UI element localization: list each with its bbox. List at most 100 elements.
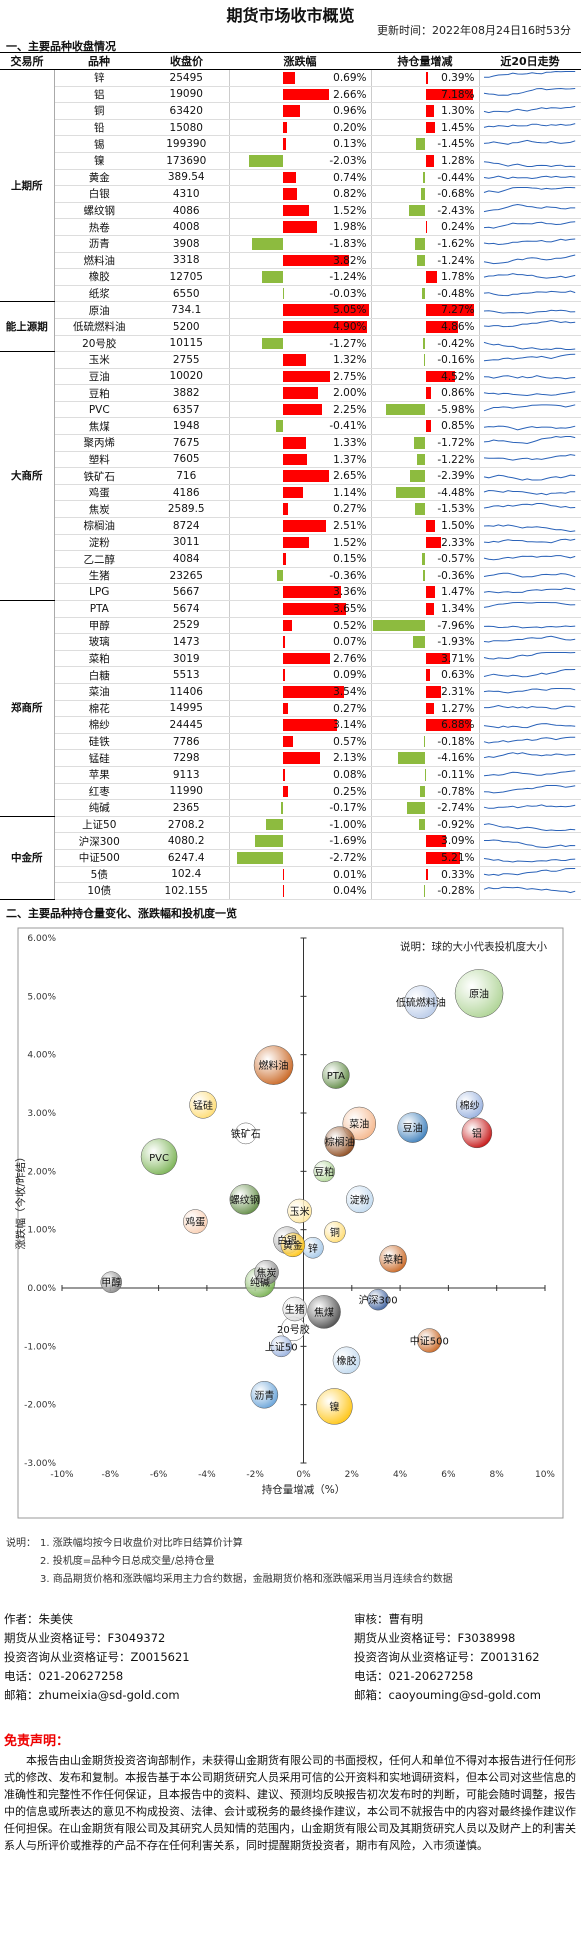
trend-sparkline-cell <box>478 484 581 502</box>
bubble-label: 低硫燃料油 <box>396 996 446 1009</box>
close-price: 5200 <box>144 318 229 336</box>
bubble-4 <box>189 1091 217 1119</box>
trend-sparkline <box>483 254 575 264</box>
trend-sparkline-cell <box>478 799 581 817</box>
table-row: PVC 6357 2.25% -5.98% <box>0 401 581 419</box>
close-price: 3908 <box>144 235 229 253</box>
oi-change-value: -0.57% <box>437 553 475 566</box>
page-title: 期货市场收市概览 <box>226 6 355 25</box>
table-row: 硅铁 7786 0.57% -0.18% <box>0 733 581 751</box>
bubble-8 <box>461 1117 493 1149</box>
x-tick-label: 8% <box>490 1470 505 1480</box>
change-cell: 0.07% <box>228 633 371 651</box>
close-price: 3011 <box>144 534 229 552</box>
oi-change-cell: -0.92% <box>370 816 479 834</box>
close-price: 6357 <box>144 401 229 419</box>
close-price: 3318 <box>144 252 229 270</box>
oi-change-bar <box>425 835 446 847</box>
change-bar <box>283 520 327 532</box>
close-price: 8724 <box>144 517 229 535</box>
change-cell: 0.01% <box>228 866 371 884</box>
change-bar <box>254 835 284 847</box>
oi-change-value: -1.53% <box>437 503 475 516</box>
trend-sparkline-cell <box>478 783 581 801</box>
change-cell: 5.05% <box>228 301 371 319</box>
change-value: -1.00% <box>329 818 367 831</box>
change-value: 1.98% <box>333 221 367 234</box>
quote-table-body: 上期所锌 25495 0.69% 0.39% 铝 19090 2.66% 7.18% 铜 6342… <box>0 69 581 900</box>
author-license: 期货从业资格证号：F3049372 <box>4 1631 166 1645</box>
oi-change-cell: -1.45% <box>370 135 479 153</box>
trend-sparkline-cell <box>478 119 581 137</box>
trend-sparkline <box>483 784 575 794</box>
trend-sparkline <box>483 175 575 179</box>
trend-sparkline-cell <box>478 301 581 319</box>
y-tick-label: 4.00% <box>27 1051 56 1061</box>
oi-change-bar <box>424 354 426 366</box>
bubble-9 <box>235 1122 257 1145</box>
product-name: 纸浆 <box>54 285 144 303</box>
oi-change-value: -0.48% <box>437 287 475 300</box>
table-row: 20号胶 10115 -1.27% -0.42% <box>0 335 581 353</box>
trend-sparkline-cell <box>478 583 581 601</box>
change-cell: 3.14% <box>228 716 371 734</box>
close-price: 2708.2 <box>144 816 229 834</box>
reviewer-email[interactable]: 邮箱：caoyouming@sd-gold.com <box>354 1688 542 1702</box>
y-tick-label: -3.00% <box>24 1459 56 1469</box>
bubble-label: 生猪 <box>285 1303 305 1316</box>
oi-change-value: 3.71% <box>441 652 475 665</box>
table-row: 纸浆 6550 -0.03% -0.48% <box>0 285 581 303</box>
trend-sparkline <box>483 572 575 578</box>
exchange-cell: 上期所 <box>0 69 55 303</box>
oi-change-cell: 0.39% <box>370 69 479 87</box>
oi-change-value: 0.24% <box>441 221 475 234</box>
trend-sparkline <box>483 87 575 96</box>
change-value: 2.76% <box>333 652 367 665</box>
x-tick-label: -8% <box>102 1470 120 1480</box>
oi-change-cell: 0.63% <box>370 666 479 684</box>
close-price: 5513 <box>144 666 229 684</box>
change-cell: 0.09% <box>228 666 371 684</box>
trend-sparkline <box>483 652 575 660</box>
change-value: -0.17% <box>329 802 367 815</box>
change-value: -1.83% <box>329 237 367 250</box>
product-name: 焦炭 <box>54 500 144 519</box>
change-bar <box>283 254 349 267</box>
y-axis-label: 涨跌幅（今收/昨结） <box>14 1151 27 1249</box>
table-row: 螺纹钢 4086 1.52% -2.43% <box>0 202 581 220</box>
product-name: 苹果 <box>54 766 144 784</box>
oi-change-value: 2.33% <box>441 536 475 549</box>
product-name: 沪深300 <box>54 832 144 850</box>
section1-title: 一、主要品种收盘情况 <box>6 40 116 53</box>
change-value: 0.82% <box>333 188 367 201</box>
change-cell: 0.27% <box>228 500 371 519</box>
change-value: 0.69% <box>333 72 367 84</box>
change-value: 3.36% <box>333 586 367 599</box>
trend-sparkline-cell <box>478 849 581 867</box>
close-price: 25495 <box>144 69 229 87</box>
trend-sparkline <box>483 625 575 629</box>
change-cell: -0.03% <box>228 285 371 303</box>
close-price: 23265 <box>144 567 229 585</box>
oi-change-cell: 2.33% <box>370 534 479 552</box>
change-value: -0.03% <box>329 287 367 300</box>
x-tick-label: -4% <box>198 1470 216 1480</box>
trend-sparkline-cell <box>478 600 581 618</box>
author-email[interactable]: 邮箱：zhumeixia@sd-gold.com <box>4 1688 180 1702</box>
oi-change-value: 1.78% <box>441 271 475 284</box>
oi-change-value: -0.42% <box>437 337 475 350</box>
trend-sparkline-cell <box>478 185 581 203</box>
trend-sparkline <box>483 538 575 544</box>
close-price: 10115 <box>144 335 229 353</box>
bubble-12 <box>183 1209 208 1234</box>
change-value: 3.14% <box>333 719 367 732</box>
trend-sparkline-cell <box>478 832 581 850</box>
oi-change-bar <box>425 536 441 549</box>
table-row: 菜粕 3019 2.76% 3.71% <box>0 650 581 668</box>
change-cell: 1.98% <box>228 218 371 236</box>
oi-change-value: 0.85% <box>441 420 475 433</box>
change-bar <box>266 818 284 831</box>
change-value: -0.41% <box>329 420 367 433</box>
oi-change-value: 3.09% <box>441 835 475 848</box>
trend-sparkline <box>483 425 575 431</box>
